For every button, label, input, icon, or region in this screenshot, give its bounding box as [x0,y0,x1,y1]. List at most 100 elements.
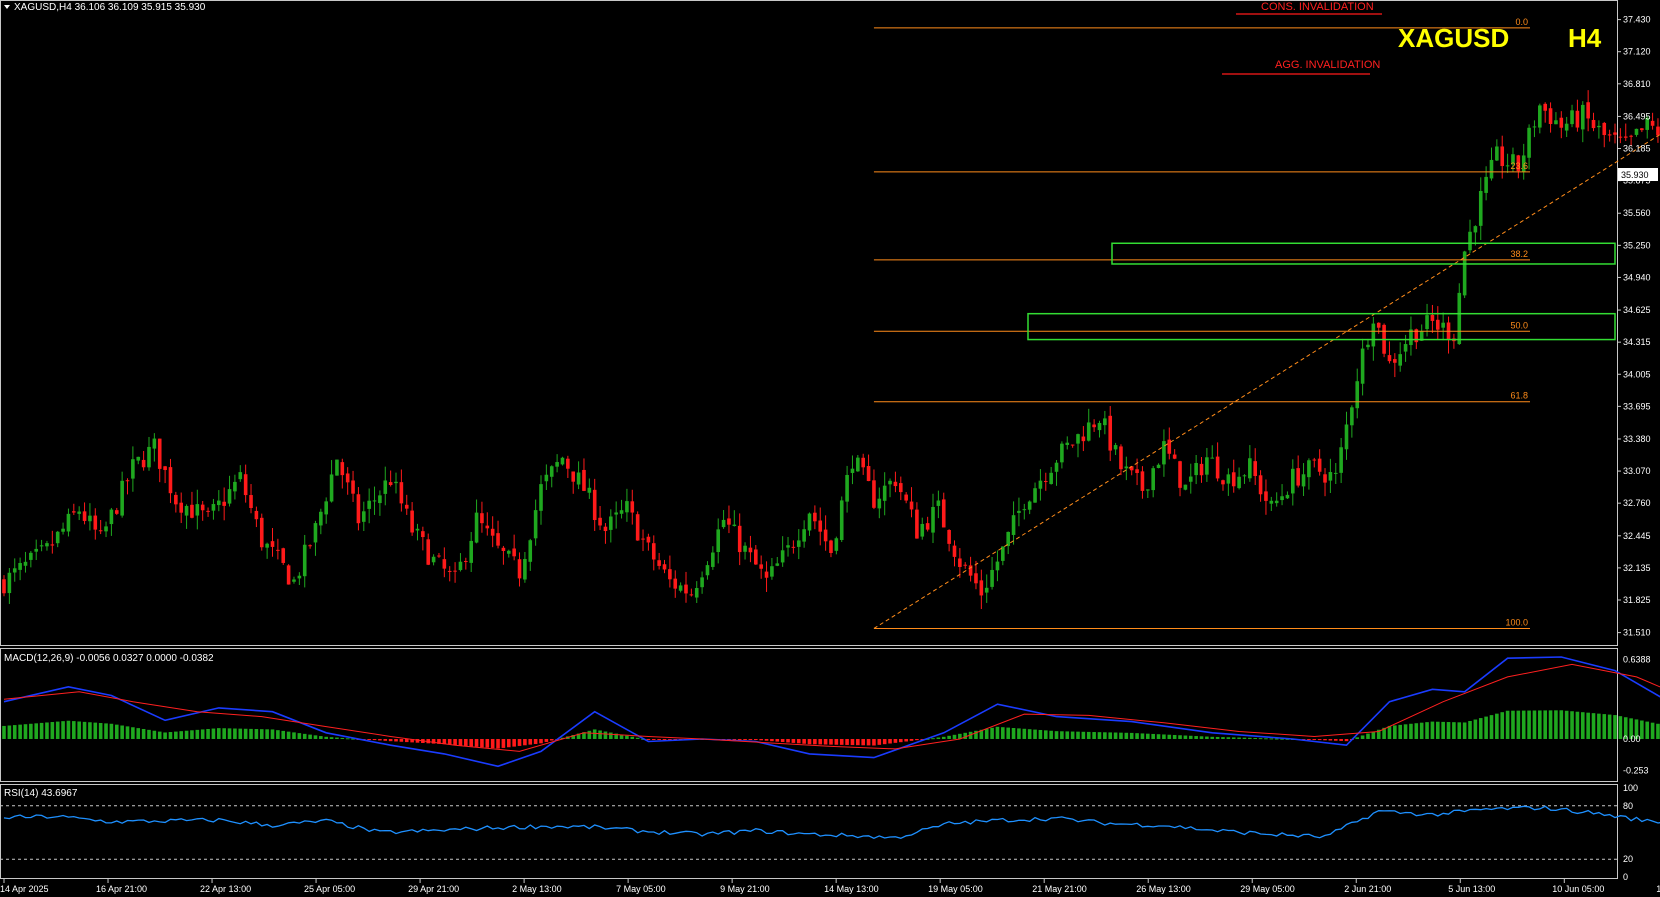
candle-body [50,544,55,546]
macd-histogram-bar [340,737,345,739]
macd-histogram-bar [571,734,576,739]
macd-histogram-bar [206,728,210,739]
candles [2,90,1660,610]
macd-histogram-bar [1172,734,1177,739]
time-tick-label: 5 Jun 13:00 [1448,884,1495,894]
candle-body [582,469,586,491]
macd-signal-line [3,663,1660,752]
macd-histogram-bar [1468,720,1472,739]
price-tick-label: 34.940 [1623,272,1651,282]
macd-histogram-bar [104,723,108,739]
macd-histogram-bar [1151,733,1155,739]
candle-body [1333,472,1338,474]
symbol-menu-icon[interactable] [4,5,10,9]
price-tick-label: 31.825 [1623,595,1651,605]
candle-body [947,530,951,544]
time-tick-label: 2 May 13:00 [512,884,562,894]
candle-body [1043,481,1048,483]
candle-body [276,549,280,551]
macd-histogram-bar [603,731,608,739]
candle-body [614,512,618,515]
candle-body [673,578,678,589]
macd-histogram-bar [211,728,216,739]
candle-body [421,531,425,538]
macd-histogram-bar [1043,730,1048,739]
candle-body [136,456,141,461]
candle-body [625,501,629,513]
candle-body [904,494,908,501]
candle-body [1516,155,1521,172]
macd-panel[interactable] [0,648,1618,782]
macd-histogram-bar [125,726,130,739]
target-zone [1027,312,1616,341]
macd-histogram-bar [200,729,205,739]
macd-histogram-bar [29,723,33,739]
candle-body [72,511,76,513]
candle-body [410,510,414,533]
macd-histogram-bar [7,725,12,739]
macd-histogram-bar [131,727,135,739]
candle-body [1124,466,1129,469]
candle-body [1538,105,1542,128]
macd-histogram-bar [243,728,248,739]
macd-histogram-bar [1092,732,1096,739]
candle-body [850,468,855,473]
macd-histogram-bar [1264,738,1268,740]
candle-body [184,505,189,516]
macd-histogram-bar [1382,727,1386,739]
macd-histogram-bar [1017,728,1021,739]
macd-histogram-bar [941,736,946,739]
macd-histogram-bar [1452,722,1456,739]
macd-histogram-bar [98,723,103,739]
candle-body [82,511,87,521]
macd-histogram-bar [952,734,957,739]
macd-histogram-bar [915,738,919,741]
candle-body [587,487,592,493]
candle-body [915,509,919,539]
candle-body [1296,468,1300,486]
macd-histogram-bar [1215,736,1220,739]
macd-histogram-bar [1280,738,1284,740]
macd-histogram-bar [1532,710,1537,739]
candle-body [1280,496,1284,501]
candle-body [780,550,785,563]
macd-histogram-bar [1097,732,1102,739]
candle-body [1521,155,1526,172]
cons-invalidation-label: CONS. INVALIDATION [1261,1,1374,13]
macd-histogram-bar [238,728,243,739]
candle-body [1221,480,1225,485]
rsi-tick-label: 100 [1623,783,1638,793]
macd-histogram-bar [1511,710,1515,739]
candle-body [297,575,302,579]
macd-histogram-bar [1521,710,1526,739]
candle-body [684,584,688,594]
candle-body [560,457,565,465]
candle-body [963,564,968,566]
candle-body [619,510,624,514]
macd-histogram-bar [968,731,973,739]
macd-histogram-bar [625,735,629,739]
macd-histogram-bar [1366,733,1370,739]
rsi-panel[interactable] [0,784,1618,879]
macd-histogram-bar [592,729,597,739]
candle-body [711,552,715,567]
candle-body [1215,456,1220,479]
macd-histogram-bar [845,738,849,745]
candle-body [324,501,328,515]
price-panel[interactable] [0,0,1618,646]
macd-histogram-bar [480,738,484,748]
macd-histogram-bar [1586,712,1590,739]
macd-histogram-bar [1446,722,1451,739]
candle-body [754,549,758,565]
candle-body [147,446,151,468]
candle-body [77,511,81,514]
macd-histogram-bar [1629,718,1633,739]
macd-histogram-bar [1242,737,1247,739]
candle-body [839,500,844,540]
candle-body [1001,546,1005,561]
candle-body [1006,531,1010,547]
macd-histogram-bar [1538,710,1542,739]
candle-body [1086,422,1091,441]
candle-body [1645,117,1650,130]
